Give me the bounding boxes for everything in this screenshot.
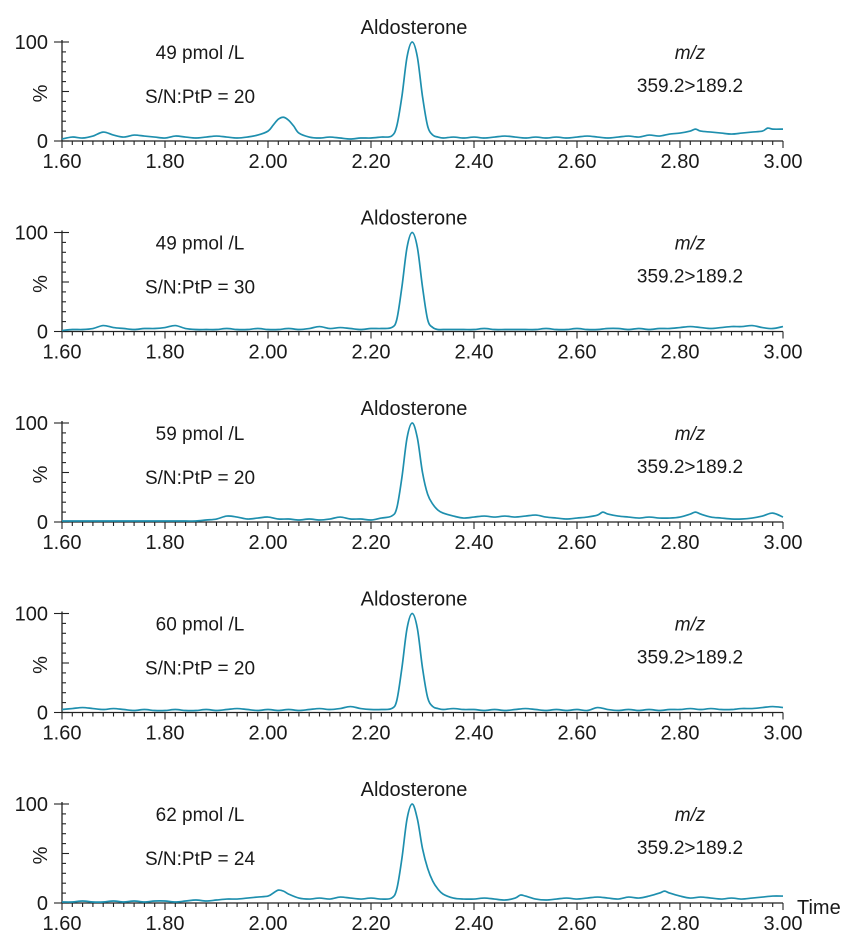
x-tick-label: 2.00 xyxy=(249,342,288,364)
chart-panel-2: Aldosterone 100 0% 1.60 1.80 2.00 2.20 2.40 2.60… xyxy=(15,208,803,364)
x-tick-label: 2.20 xyxy=(352,723,391,745)
x-tick-label: 1.80 xyxy=(146,532,185,554)
mz-label: m/z xyxy=(675,615,706,636)
chart-title: Aldosterone xyxy=(361,589,468,611)
y-axis-label: % xyxy=(30,846,52,864)
x-tick-label: 2.40 xyxy=(455,723,494,745)
x-tick-label: 2.60 xyxy=(558,723,597,745)
transition-label: 359.2>189.2 xyxy=(637,648,743,669)
x-tick-label: 2.60 xyxy=(558,151,597,173)
x-tick-label: 2.20 xyxy=(352,151,391,173)
x-tick-label: 1.60 xyxy=(43,342,82,364)
y-axis-label: % xyxy=(30,84,52,102)
x-tick-label: 3.00 xyxy=(764,151,803,173)
x-tick-label: 2.00 xyxy=(249,723,288,745)
y-tick-label: 100 xyxy=(15,413,48,435)
trace-line-panel-3 xyxy=(61,422,784,522)
mz-label: m/z xyxy=(675,234,706,255)
chart-title: Aldosterone xyxy=(361,17,468,39)
x-tick-label: 2.40 xyxy=(455,913,494,935)
mz-label: m/z xyxy=(675,805,706,826)
x-tick-label: 2.40 xyxy=(455,342,494,364)
trace-line-panel-1 xyxy=(61,41,784,140)
x-tick-label: 2.40 xyxy=(455,532,494,554)
y-tick-label: 0 xyxy=(37,322,48,344)
chart-panel-4: Aldosterone 100 0% 1.60 1.80 2.00 2.20 2.40 2.60… xyxy=(15,589,803,745)
y-axis-label: % xyxy=(30,275,52,293)
snr-label: S/N:PtP = 20 xyxy=(145,659,255,680)
transition-label: 359.2>189.2 xyxy=(637,267,743,288)
concentration-label: 60 pmol /L xyxy=(156,615,245,636)
y-axis-label: % xyxy=(30,465,52,483)
y-tick-label: 100 xyxy=(15,223,48,245)
x-tick-label: 1.80 xyxy=(146,913,185,935)
x-tick-label: 3.00 xyxy=(764,723,803,745)
x-axis-title: Time xyxy=(797,897,841,919)
x-tick-label: 3.00 xyxy=(764,532,803,554)
x-tick-label: 2.60 xyxy=(558,532,597,554)
x-tick-label: 2.00 xyxy=(249,532,288,554)
x-tick-label: 1.80 xyxy=(146,342,185,364)
x-tick-label: 2.80 xyxy=(661,342,700,364)
x-tick-label: 3.00 xyxy=(764,913,803,935)
chart-title: Aldosterone xyxy=(361,398,468,420)
mz-label: m/z xyxy=(675,43,706,64)
x-tick-label: 2.60 xyxy=(558,913,597,935)
chart-panel-3: Aldosterone 100 0% 1.60 1.80 2.00 2.20 2.40 2.60… xyxy=(15,398,803,554)
y-axis-label: % xyxy=(30,656,52,674)
x-tick-label: 1.60 xyxy=(43,532,82,554)
concentration-label: 62 pmol /L xyxy=(156,805,245,826)
x-tick-label: 3.00 xyxy=(764,342,803,364)
chart-panel-5: Aldosterone 100 0% 1.60 1.80 2.00 2.20 2.40 2.60… xyxy=(15,779,803,935)
x-tick-label: 2.80 xyxy=(661,723,700,745)
concentration-label: 59 pmol /L xyxy=(156,424,245,445)
snr-label: S/N:PtP = 30 xyxy=(145,278,255,299)
concentration-label: 49 pmol /L xyxy=(156,43,245,64)
x-tick-label: 2.80 xyxy=(661,151,700,173)
x-tick-label: 2.20 xyxy=(352,342,391,364)
y-tick-label: 0 xyxy=(37,703,48,725)
x-tick-label: 2.00 xyxy=(249,913,288,935)
x-tick-label: 2.40 xyxy=(455,151,494,173)
x-tick-label: 2.20 xyxy=(352,913,391,935)
chart-title: Aldosterone xyxy=(361,208,468,230)
trace-line-panel-4 xyxy=(61,612,784,712)
transition-label: 359.2>189.2 xyxy=(637,76,743,97)
concentration-label: 49 pmol /L xyxy=(156,234,245,255)
y-tick-label: 100 xyxy=(15,604,48,626)
chart-panel-1: Aldosterone 100 0% 1.60 1.80 2.00 2.20 2.40 2.60… xyxy=(15,17,803,173)
y-tick-label: 0 xyxy=(37,893,48,915)
x-tick-label: 2.80 xyxy=(661,913,700,935)
snr-label: S/N:PtP = 20 xyxy=(145,468,255,489)
trace-line-panel-2 xyxy=(61,231,784,332)
chart-title: Aldosterone xyxy=(361,779,468,801)
y-tick-label: 0 xyxy=(37,131,48,153)
x-tick-label: 1.60 xyxy=(43,723,82,745)
snr-label: S/N:PtP = 20 xyxy=(145,87,255,108)
transition-label: 359.2>189.2 xyxy=(637,457,743,478)
x-tick-label: 2.80 xyxy=(661,532,700,554)
transition-label: 359.2>189.2 xyxy=(637,838,743,859)
x-tick-label: 1.80 xyxy=(146,151,185,173)
y-tick-label: 0 xyxy=(37,512,48,534)
snr-label: S/N:PtP = 24 xyxy=(145,849,255,870)
x-tick-label: 2.00 xyxy=(249,151,288,173)
x-tick-label: 2.20 xyxy=(352,532,391,554)
trace-line-panel-5 xyxy=(61,803,784,903)
x-tick-label: 1.60 xyxy=(43,913,82,935)
y-tick-label: 100 xyxy=(15,32,48,54)
mz-label: m/z xyxy=(675,424,706,445)
x-tick-label: 2.60 xyxy=(558,342,597,364)
x-tick-label: 1.60 xyxy=(43,151,82,173)
x-tick-label: 1.80 xyxy=(146,723,185,745)
y-tick-label: 100 xyxy=(15,794,48,816)
